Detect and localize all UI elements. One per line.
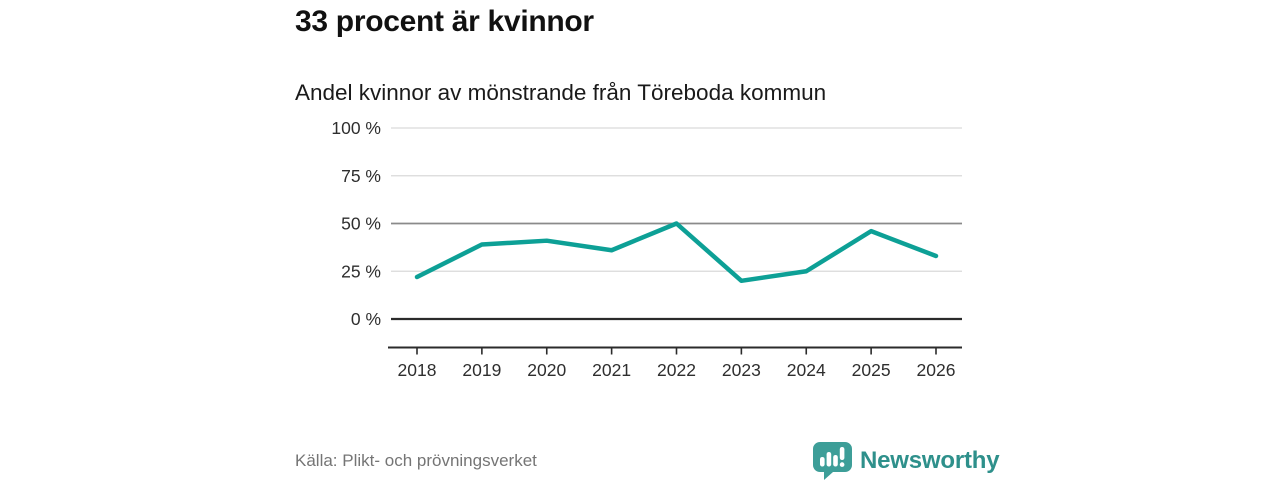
x-tick-label: 2025 bbox=[852, 360, 891, 380]
line-chart: 0 % 25 % 50 % 75 % 100 % 2018 2019 2020 2021 2022… bbox=[331, 118, 962, 380]
data-line bbox=[414, 221, 939, 284]
y-tick-label: 0 % bbox=[351, 309, 381, 329]
x-tick-label: 2024 bbox=[787, 360, 826, 380]
brand-name: Newsworthy bbox=[860, 446, 1000, 474]
x-tick-label: 2026 bbox=[917, 360, 956, 380]
y-tick-label: 75 % bbox=[341, 166, 381, 186]
chart-subtitle: Andel kvinnor av mönstrande från Törebod… bbox=[295, 80, 827, 105]
x-tick-label: 2018 bbox=[398, 360, 437, 380]
x-tick-label: 2021 bbox=[592, 360, 631, 380]
newsworthy-chart-bubble-icon bbox=[813, 442, 852, 480]
y-tick-label: 50 % bbox=[341, 214, 381, 234]
x-tick-label: 2019 bbox=[462, 360, 501, 380]
newsworthy-logo: Newsworthy bbox=[812, 441, 1000, 480]
y-tick-label: 25 % bbox=[341, 261, 381, 281]
x-tick-label: 2022 bbox=[657, 360, 696, 380]
chart-title: 33 procent är kvinnor bbox=[295, 5, 594, 38]
source-note: Källa: Plikt- och prövningsverket bbox=[295, 451, 537, 470]
x-tick-label: 2020 bbox=[527, 360, 566, 380]
y-tick-label: 100 % bbox=[331, 118, 381, 138]
x-tick-label: 2023 bbox=[722, 360, 761, 380]
